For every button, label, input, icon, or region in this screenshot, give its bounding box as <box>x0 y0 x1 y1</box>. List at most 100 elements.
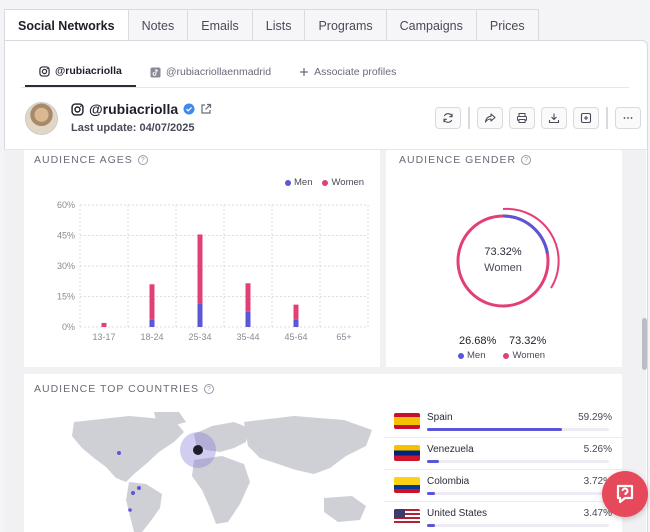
profile-actions <box>435 107 641 129</box>
country-bar <box>427 524 435 527</box>
header-divider <box>5 149 647 150</box>
chat-bubble-icon <box>616 484 634 504</box>
profile-handle-row: @rubiacriolla <box>71 101 212 117</box>
united-states-flag-icon <box>394 509 420 525</box>
share-button[interactable] <box>477 107 503 129</box>
tab-campaigns[interactable]: Campaigns <box>386 9 477 41</box>
tab-lists[interactable]: Lists <box>252 9 306 41</box>
tab-emails[interactable]: Emails <box>188 9 253 41</box>
help-icon[interactable]: ? <box>203 384 214 394</box>
gender-legend-women: Women <box>503 350 545 361</box>
bar-women <box>197 234 203 304</box>
more-dots-icon <box>623 117 633 119</box>
x-tick-label: 13-17 <box>92 332 115 342</box>
gender-legend-women-label: Women <box>512 350 546 361</box>
country-bar <box>427 460 439 463</box>
bar-women <box>245 283 251 312</box>
gender-legend-men-label: Men <box>467 350 486 361</box>
external-link-icon[interactable] <box>200 103 212 115</box>
last-update: Last update: 04/07/2025 <box>71 122 195 134</box>
country-row: Venezuela 5.26% <box>384 438 624 470</box>
scrollbar-thumb[interactable] <box>642 318 647 370</box>
verified-badge-icon <box>183 103 195 115</box>
associate-profiles-label: Associate profiles <box>314 66 397 78</box>
bar-women <box>149 284 155 320</box>
colombia-flag-icon <box>394 477 420 493</box>
country-bar <box>427 492 436 495</box>
x-tick-label: 18-24 <box>140 332 163 342</box>
legend-women: Women <box>322 177 364 188</box>
map-marker-venezuela[interactable] <box>137 486 141 490</box>
country-row: Spain 59.29% <box>384 406 624 438</box>
y-tick-label: 0% <box>62 322 75 332</box>
associate-profiles-button[interactable]: Associate profiles <box>285 57 410 87</box>
gender-donut <box>456 207 560 308</box>
instagram-icon <box>39 65 50 77</box>
bar-men <box>245 311 251 327</box>
help-icon[interactable]: ? <box>137 155 148 165</box>
country-bar-track <box>427 492 609 495</box>
y-tick-label: 45% <box>57 231 75 241</box>
x-tick-label: 25-34 <box>188 332 211 342</box>
country-pct: 59.29% <box>578 412 612 423</box>
x-tick-label: 35-44 <box>236 332 259 342</box>
plus-icon <box>300 68 309 76</box>
country-name: Spain <box>427 412 453 423</box>
tab-notes[interactable]: Notes <box>128 9 189 41</box>
audience-ages-panel: AUDIENCE AGES ? Men Women 0% 15% 30% 45% 60%… <box>24 150 380 367</box>
men-ring-segment <box>502 214 549 254</box>
map-greenland <box>154 412 186 426</box>
x-tick-label: 65+ <box>336 332 351 342</box>
print-button[interactable] <box>509 107 535 129</box>
ages-legend: Men Women <box>285 177 364 188</box>
map-marker-peru[interactable] <box>128 508 132 512</box>
tab-programs[interactable]: Programs <box>305 9 387 41</box>
country-name: Colombia <box>427 476 470 487</box>
more-options-button[interactable] <box>615 107 641 129</box>
map-marker-spain[interactable] <box>193 445 203 455</box>
refresh-button[interactable] <box>435 107 461 129</box>
bar-women <box>293 304 299 320</box>
country-pct: 3.47% <box>583 508 612 519</box>
y-tick-label: 15% <box>57 292 75 302</box>
map-south-america <box>126 482 162 532</box>
avatar <box>25 102 58 135</box>
profile-tab-label: @rubiacriollaenmadrid <box>165 66 272 78</box>
country-row: Colombia 3.72% <box>384 470 624 502</box>
actions-separator <box>468 107 470 129</box>
profile-tab-tiktok[interactable]: @rubiacriollaenmadrid <box>136 57 285 87</box>
bar-men <box>149 319 155 327</box>
tab-social-networks[interactable]: Social Networks <box>4 9 129 41</box>
tab-prices[interactable]: Prices <box>476 9 539 41</box>
x-tick-label: 45-64 <box>284 332 307 342</box>
download-icon <box>548 113 560 124</box>
men-pct: 26.68% <box>459 335 497 347</box>
spain-flag-icon <box>394 413 420 429</box>
legend-men-dot <box>285 179 291 186</box>
download-button[interactable] <box>541 107 567 129</box>
audience-countries-title-text: AUDIENCE TOP COUNTRIES <box>34 383 199 395</box>
bar-men <box>197 303 203 327</box>
add-box-icon <box>580 112 592 124</box>
audience-ages-title-text: AUDIENCE AGES <box>34 154 133 166</box>
chat-help-button[interactable] <box>602 471 648 517</box>
profile-tab-instagram[interactable]: @rubiacriolla <box>25 57 136 87</box>
venezuela-flag-icon <box>394 445 420 461</box>
add-to-list-button[interactable] <box>573 107 599 129</box>
map-australia <box>324 496 366 522</box>
country-pct: 3.72% <box>583 476 612 487</box>
y-tick-label: 60% <box>57 200 75 210</box>
women-outer-arc <box>502 207 560 289</box>
us-flag-canton <box>394 509 405 518</box>
bar-women <box>101 322 107 327</box>
country-name: Venezuela <box>427 444 474 455</box>
map-marker-colombia[interactable] <box>131 491 135 495</box>
help-icon[interactable]: ? <box>521 155 532 165</box>
map-marker-us[interactable] <box>117 451 121 455</box>
map-europe <box>194 422 249 452</box>
gender-center-pct: 73.32% <box>484 246 522 258</box>
map-asia <box>244 416 372 474</box>
country-bar-track <box>427 460 609 463</box>
audience-gender-title-text: AUDIENCE GENDER <box>399 154 517 166</box>
actions-separator <box>606 107 608 129</box>
